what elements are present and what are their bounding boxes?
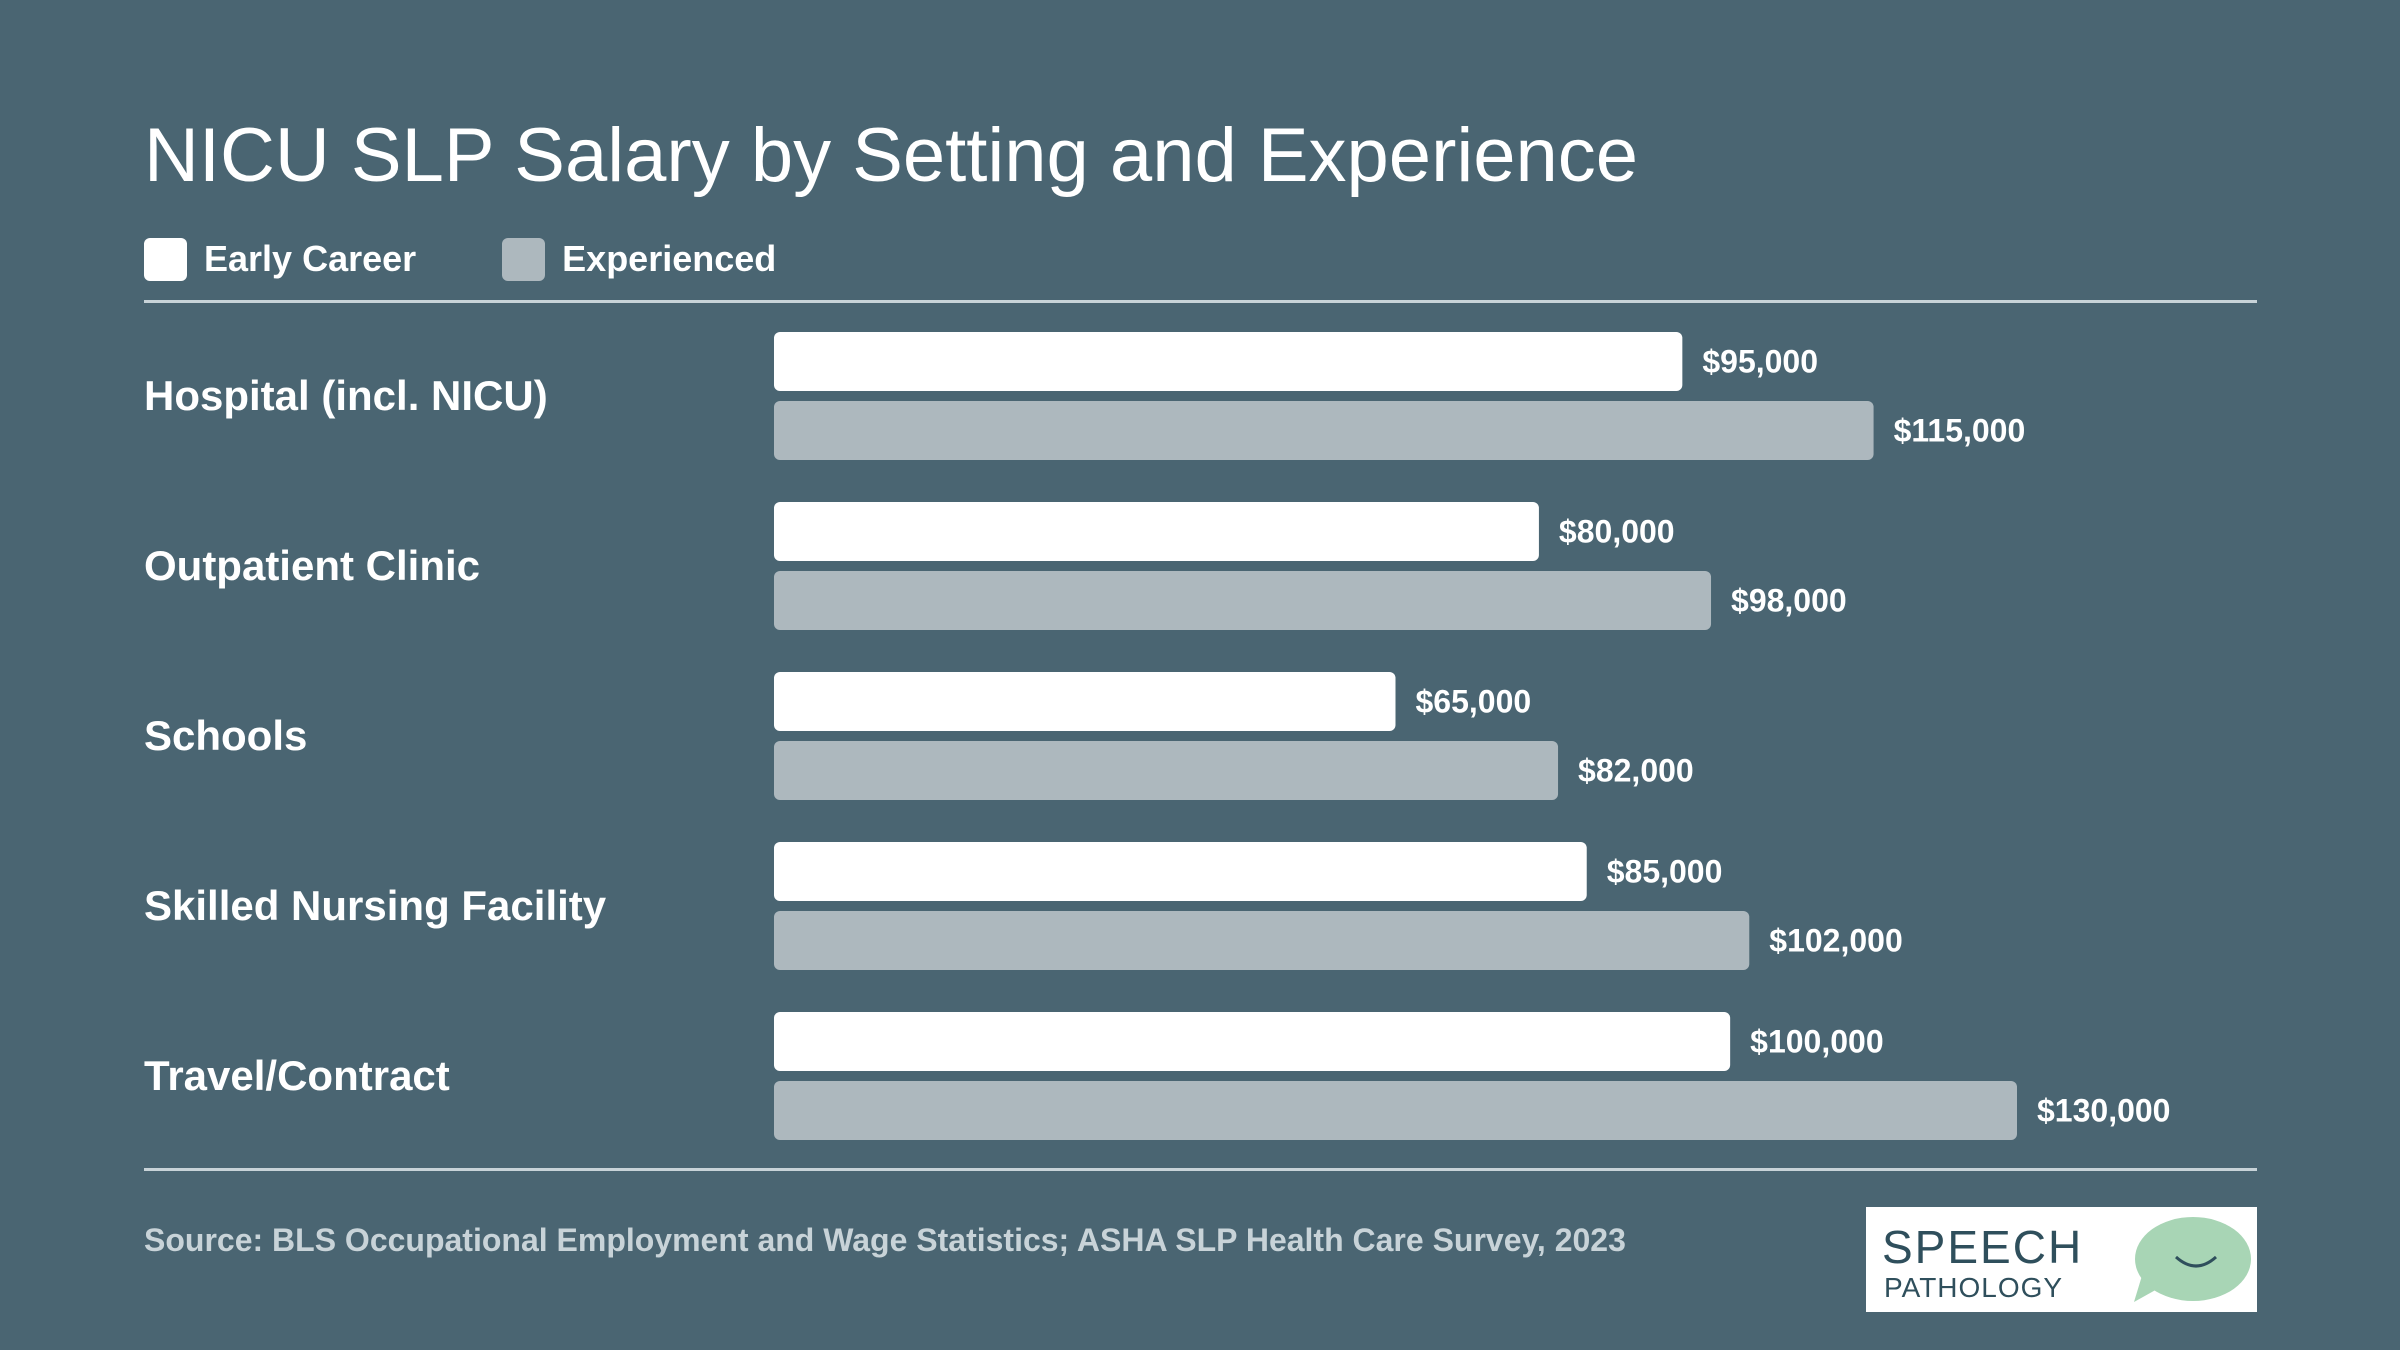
value-label-experienced-outpatient-clinic: $98,000 xyxy=(1731,583,1847,619)
category-label-outpatient-clinic: Outpatient Clinic xyxy=(144,542,480,589)
legend-item-experienced: Experienced xyxy=(502,237,776,281)
bottom-divider xyxy=(144,1168,2257,1171)
value-label-early-career-travel-contract: $100,000 xyxy=(1750,1024,1883,1060)
bar-early-career-travel-contract xyxy=(774,1012,1731,1071)
bar-experienced-hospital-incl-nicu xyxy=(774,401,1874,460)
bar-early-career-schools xyxy=(774,672,1396,731)
value-label-experienced-hospital-incl-nicu: $115,000 xyxy=(1894,413,2026,449)
value-label-early-career-skilled-nursing-facility: $85,000 xyxy=(1607,854,1723,890)
value-label-early-career-hospital-incl-nicu: $95,000 xyxy=(1702,344,1818,380)
legend-swatch-experienced xyxy=(502,237,546,281)
bar-experienced-outpatient-clinic xyxy=(774,571,1712,630)
logo-line-1: SPEECH xyxy=(1882,1221,2083,1273)
value-label-early-career-schools: $65,000 xyxy=(1416,684,1532,720)
legend-label-early-career: Early Career xyxy=(204,238,417,279)
bar-early-career-outpatient-clinic xyxy=(774,502,1539,561)
category-label-skilled-nursing-facility: Skilled Nursing Facility xyxy=(144,882,607,929)
bar-experienced-skilled-nursing-facility xyxy=(774,911,1750,970)
bar-experienced-travel-contract xyxy=(774,1081,2017,1140)
top-divider xyxy=(144,300,2257,303)
logo-line-2: PATHOLOGY xyxy=(1884,1272,2063,1303)
category-label-hospital-incl-nicu: Hospital (incl. NICU) xyxy=(144,372,548,419)
value-label-early-career-outpatient-clinic: $80,000 xyxy=(1559,514,1675,550)
bar-early-career-skilled-nursing-facility xyxy=(774,842,1587,901)
chart-title: NICU SLP Salary by Setting and Experienc… xyxy=(144,113,1639,198)
value-label-experienced-schools: $82,000 xyxy=(1578,753,1694,789)
value-label-experienced-skilled-nursing-facility: $102,000 xyxy=(1769,923,1902,959)
value-label-experienced-travel-contract: $130,000 xyxy=(2037,1093,2170,1129)
category-label-schools: Schools xyxy=(144,712,307,759)
legend-swatch-early-career xyxy=(144,237,187,281)
bar-early-career-hospital-incl-nicu xyxy=(774,332,1683,391)
bar-experienced-schools xyxy=(774,741,1559,800)
category-label-travel-contract: Travel/Contract xyxy=(144,1052,450,1099)
source-note: Source: BLS Occupational Employment and … xyxy=(144,1222,1626,1258)
speech-pathology-logo: SPEECH PATHOLOGY xyxy=(1866,1207,2257,1312)
legend-label-experienced: Experienced xyxy=(562,238,777,279)
chart-legend: Early Career Experienced xyxy=(144,234,862,284)
legend-item-early-career: Early Career xyxy=(144,237,416,281)
speech-bubble-icon xyxy=(2135,1217,2251,1301)
